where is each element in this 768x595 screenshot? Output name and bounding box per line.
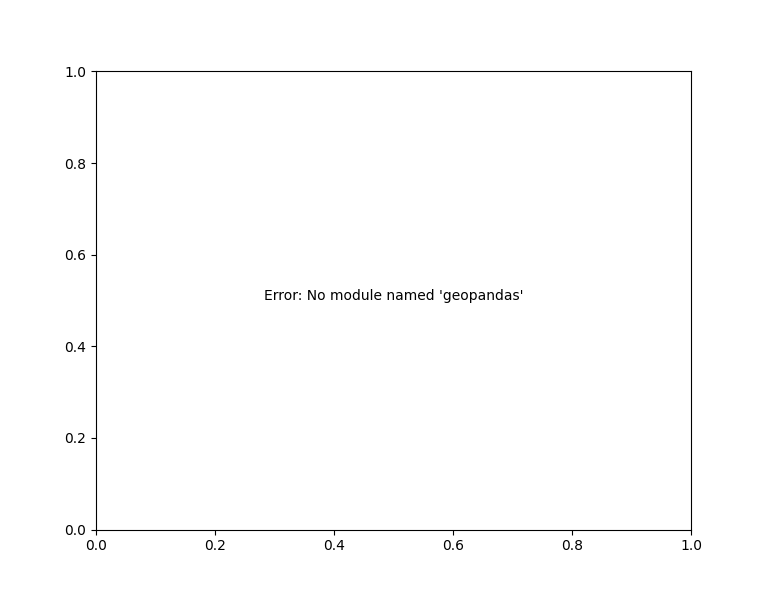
Text: Error: No module named 'geopandas': Error: No module named 'geopandas' bbox=[264, 290, 523, 303]
